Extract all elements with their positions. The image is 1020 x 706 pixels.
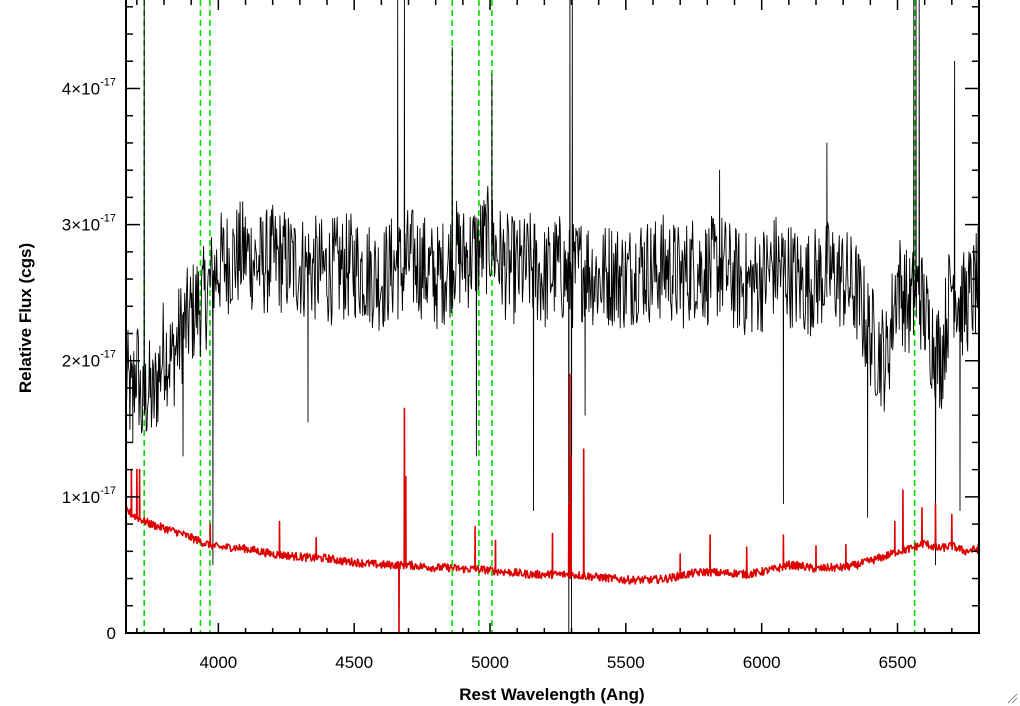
resize-grip-icon[interactable] xyxy=(1006,692,1018,704)
x-tick-label: 6500 xyxy=(879,653,917,672)
x-tick-label: 6000 xyxy=(743,653,781,672)
x-axis-title: Rest Wavelength (Ang) xyxy=(459,685,644,704)
y-tick-label: 3×10-17 xyxy=(62,213,116,235)
x-tick-label: 5500 xyxy=(607,653,645,672)
y-tick-label: 0 xyxy=(107,624,116,643)
y-axis-title: Relative Flux (cgs) xyxy=(16,243,35,393)
x-tick-label: 4000 xyxy=(199,653,237,672)
plot-frame xyxy=(125,0,980,634)
x-tick-label: 5000 xyxy=(471,653,509,672)
model-spectrum-line xyxy=(126,373,979,633)
reference-lines xyxy=(143,0,916,633)
y-axis: 0 1×10-17 2×10-17 3×10-17 4×10-17 xyxy=(62,6,979,643)
x-tick-label: 4500 xyxy=(335,653,373,672)
series-layer xyxy=(126,0,979,633)
x-axis: 4000 4500 5000 5500 6000 6500 xyxy=(136,0,980,672)
observed-spectrum-line xyxy=(126,0,979,633)
y-tick-label: 4×10-17 xyxy=(62,76,116,98)
y-tick-label: 1×10-17 xyxy=(62,485,116,507)
y-tick-label: 2×10-17 xyxy=(62,349,116,371)
